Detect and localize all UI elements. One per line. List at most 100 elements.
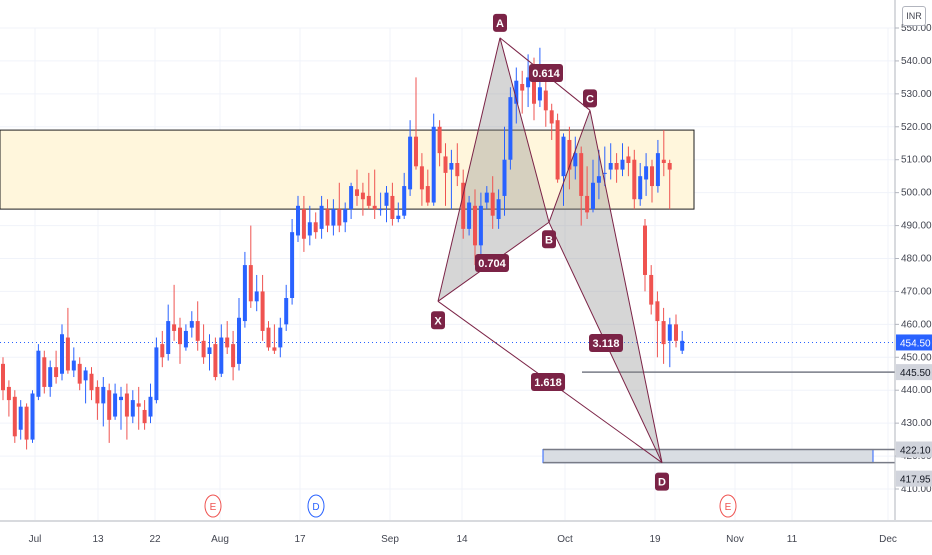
candle [455,163,460,177]
pattern-leg-xa [437,37,501,302]
candle [6,386,11,401]
candle [124,393,129,417]
point-label-d: D [658,477,666,489]
y-tick-label: 440.00 [901,385,932,396]
candle [372,205,377,210]
y-tick-label: 520.00 [901,122,932,133]
x-tick-label: 22 [149,534,161,545]
candle [443,156,448,173]
point-label-x-bg [431,311,445,330]
candle [284,298,289,325]
candle [248,265,253,302]
x-tick-label: Nov [726,534,744,545]
candle [142,409,147,424]
candle [183,330,188,348]
candle [48,367,53,387]
candle [478,205,483,246]
x-tick-label: Aug [211,534,229,545]
candle [537,87,542,101]
point-label-x: X [434,315,442,327]
candle [649,274,654,305]
point-label-a-bg [493,13,507,32]
candle [178,327,182,345]
candle [431,126,436,203]
target-upper-price-tag: 422.10 [900,445,931,456]
candle [532,77,536,104]
candle [60,334,64,374]
pattern-leg-ab [499,37,550,223]
candle [549,110,554,124]
candle [166,321,171,354]
candle [473,205,477,246]
candle [266,327,271,348]
support-price-tag-bg [896,364,932,381]
candle [378,209,383,211]
candle [301,209,306,239]
candle [502,159,507,196]
last-price-tag: 454.50 [900,338,931,349]
candle [680,340,685,351]
y-tick-label: 450.00 [901,352,932,363]
candle [626,156,631,164]
point-label-c: C [586,93,594,105]
candle [254,291,259,302]
event-marker [307,494,325,518]
pattern-fill-layer [438,37,662,463]
candle [674,324,678,341]
candle [313,222,318,233]
currency-badge[interactable]: INR [902,6,926,26]
candle [113,393,118,417]
candle [667,324,672,341]
event-marker [204,494,222,518]
ratio-label: 1.618 [534,377,562,389]
y-tick-label: 500.00 [901,188,932,199]
candle [561,136,566,177]
event-marker-label: E [210,502,217,513]
candle [667,163,672,170]
candle [579,153,584,196]
candle [290,232,295,299]
pattern-leg-bc [548,110,591,223]
candle [360,192,365,200]
x-tick-label: 19 [649,534,661,545]
candle [337,209,342,226]
last-price-tag-bg [896,334,932,351]
candle [213,344,218,378]
candle [130,400,135,417]
candle [614,163,619,170]
point-label-a: A [496,18,504,30]
candle [602,172,607,174]
candle [425,186,430,203]
candle [237,317,241,364]
candle [71,360,76,371]
x-tick-label: 13 [92,534,104,545]
candle [77,363,82,384]
y-tick-label: 470.00 [901,286,932,297]
candle [296,205,300,236]
candle [95,386,100,404]
ratio-label: 0.704 [478,258,506,270]
y-tick-label: 530.00 [901,89,932,100]
y-tick-label: 480.00 [901,254,932,265]
candle [661,321,666,345]
candle [591,182,595,210]
x-tick-label: Sep [381,534,399,545]
y-tick-label: 550.00 [901,23,932,34]
candle [349,186,354,210]
candle [225,337,230,348]
candle [30,393,35,440]
x-tick-label: Jul [29,534,42,545]
pattern-triangle-bcd [549,110,662,463]
candle [325,209,330,226]
candle [189,321,194,328]
candle [148,396,153,417]
candle [390,195,395,219]
candle [419,166,424,190]
pattern-labels-layer: A B C X D 0.614 0.704 3.118 1.618 [431,13,669,491]
y-tick-label: 430.00 [901,418,932,429]
x-tick-label: Oct [557,534,573,545]
candle [449,163,454,170]
